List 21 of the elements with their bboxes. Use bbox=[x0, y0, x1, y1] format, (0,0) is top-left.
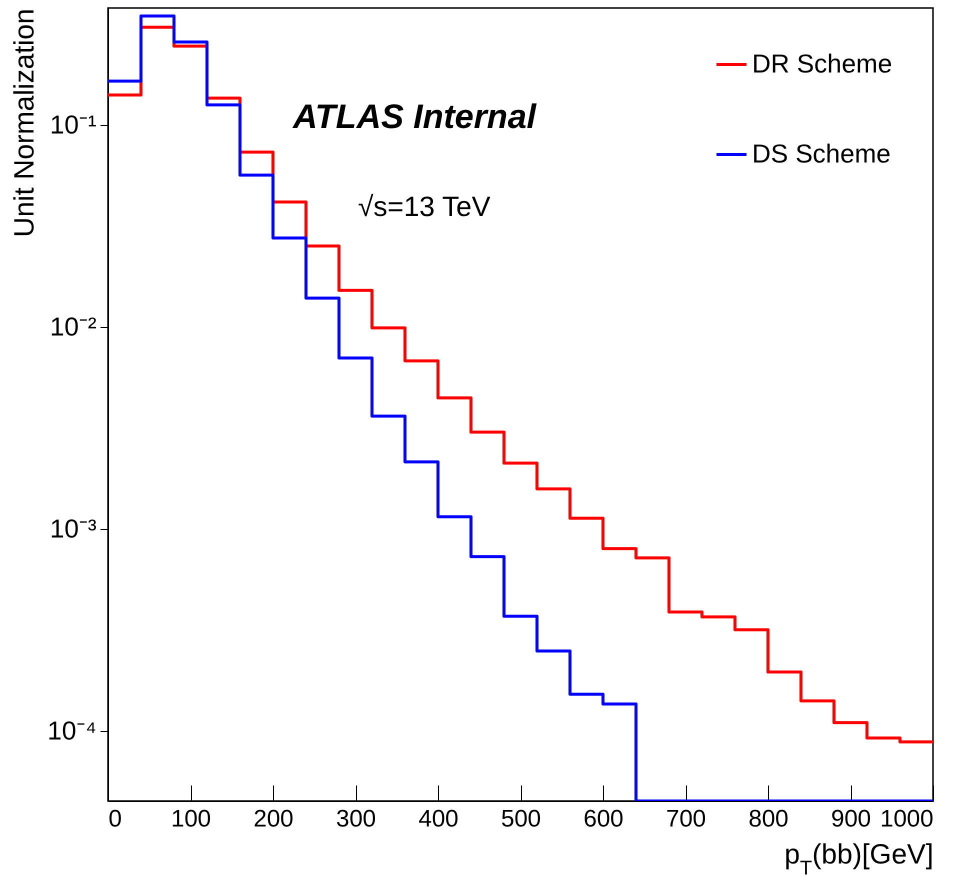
legend-label: DR Scheme bbox=[752, 48, 892, 78]
x-tick-label: 0 bbox=[108, 806, 122, 832]
x-tick-label: 700 bbox=[666, 806, 706, 832]
x-tick-label: 100 bbox=[170, 806, 212, 832]
x-axis-title: p$_{T}$(bb)[GeV] bbox=[784, 838, 934, 880]
annotation: ATLAS Internal bbox=[292, 98, 538, 136]
y-axis-title: Unit Normalization bbox=[8, 8, 40, 238]
y-tick-label: 10⁻² bbox=[50, 312, 97, 342]
y-tick-label: 10⁻⁴ bbox=[47, 715, 96, 746]
x-tick-label: 200 bbox=[253, 806, 294, 832]
x-tick-label: 1000 bbox=[880, 806, 934, 832]
x-tick-label: 400 bbox=[418, 806, 459, 832]
x-tick-label: 600 bbox=[583, 806, 624, 832]
x-tick-label: 300 bbox=[336, 806, 376, 832]
x-tick-label: 800 bbox=[748, 806, 789, 832]
y-tick-label: 10⁻¹ bbox=[50, 110, 97, 140]
y-tick-label: 10⁻³ bbox=[50, 514, 97, 544]
x-tick-label: 900 bbox=[830, 806, 872, 832]
legend-label: DS Scheme bbox=[752, 138, 891, 168]
annotation: √s=13 TeV bbox=[358, 191, 491, 222]
x-tick-label: 500 bbox=[500, 806, 542, 832]
